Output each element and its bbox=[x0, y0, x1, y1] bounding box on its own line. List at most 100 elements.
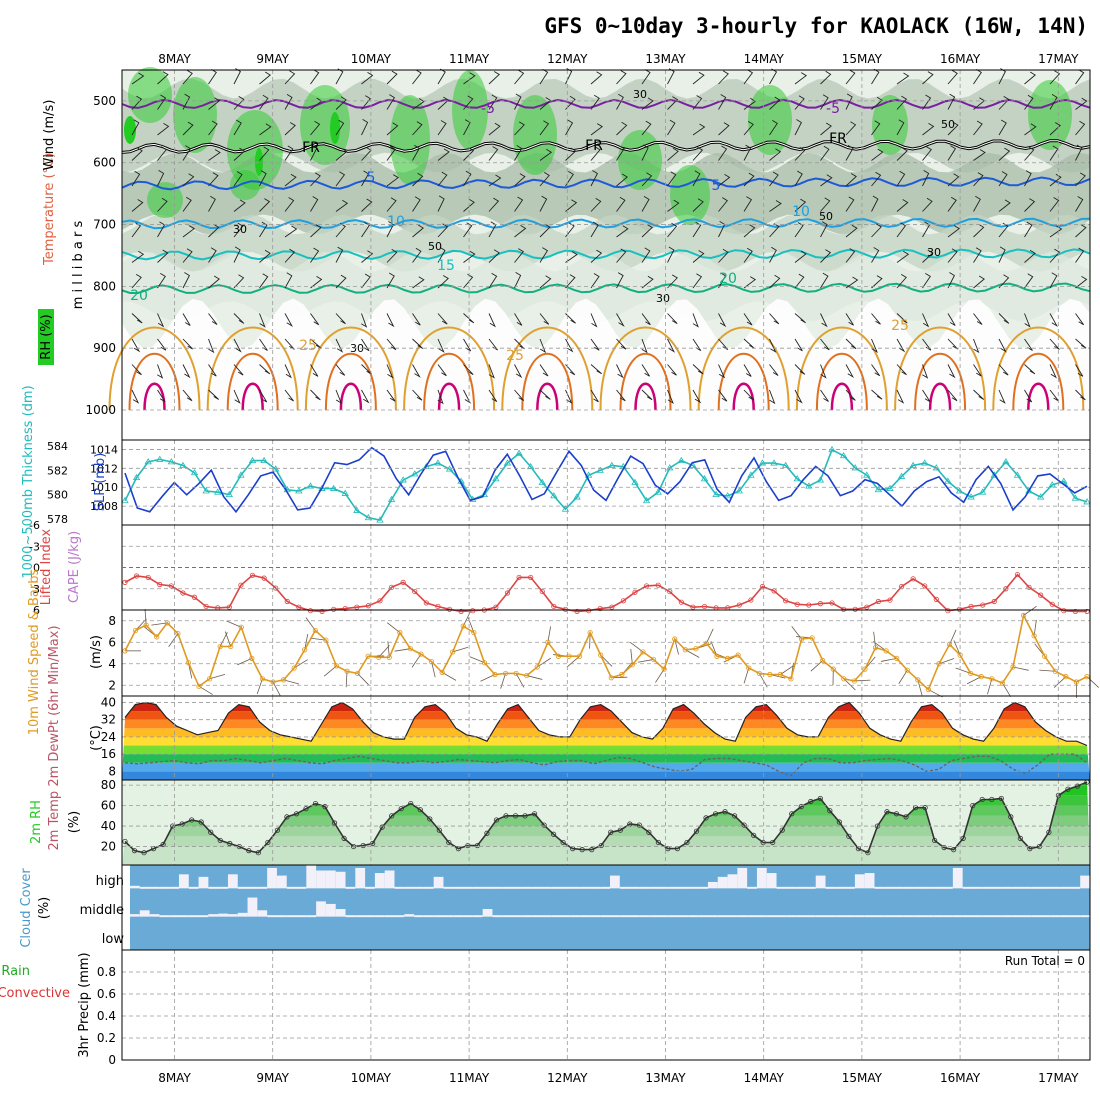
rh-line-point bbox=[284, 814, 290, 820]
wind-barb bbox=[947, 338, 959, 350]
slp-ylabel: SLP (mb) bbox=[93, 453, 108, 512]
cloud-middle-baseline bbox=[629, 915, 640, 918]
cloud-middle-baseline bbox=[159, 915, 170, 918]
rh-line-point bbox=[541, 822, 547, 828]
wind-barb bbox=[947, 121, 959, 136]
wind-speed-line-point bbox=[196, 683, 202, 689]
wind-10m-barb bbox=[637, 659, 654, 663]
wind-barb bbox=[463, 170, 472, 187]
lifted-index-line-point bbox=[910, 576, 916, 582]
temp-color-band bbox=[122, 754, 1090, 763]
wind-barb bbox=[259, 389, 268, 403]
wind-barb bbox=[310, 144, 318, 161]
cloud-high-baseline bbox=[933, 886, 944, 889]
cloud-middle-bar bbox=[139, 910, 150, 917]
contour-label: 20 bbox=[130, 288, 148, 304]
wind-10m-barb bbox=[387, 641, 390, 658]
temperature-contour-25 bbox=[795, 326, 888, 411]
cloud-high-baseline bbox=[1050, 886, 1061, 889]
dewpoint-line bbox=[124, 753, 1088, 777]
wind-10m-barb bbox=[441, 672, 457, 681]
wind-barb bbox=[259, 170, 267, 187]
wind-barb bbox=[947, 196, 957, 212]
cloud-high-bar bbox=[854, 874, 865, 889]
wind-barb bbox=[131, 313, 143, 324]
temp-color-band bbox=[122, 711, 1090, 720]
cloud-middle-baseline bbox=[1021, 915, 1032, 918]
wind-barb bbox=[259, 71, 271, 85]
rh-moist-area bbox=[513, 95, 557, 175]
wind-10m-barb bbox=[1023, 605, 1037, 616]
wind-barb bbox=[463, 119, 471, 136]
temp-tick-label: 32 bbox=[101, 713, 116, 727]
temperature-contour-35 bbox=[928, 382, 952, 411]
wind-barb bbox=[616, 70, 627, 85]
rh-line-point bbox=[389, 813, 395, 819]
wind-barb bbox=[233, 119, 242, 136]
wind-barb bbox=[565, 338, 574, 353]
wind-barb bbox=[182, 70, 193, 85]
li-tick-label: 6 bbox=[33, 604, 40, 617]
wind-barb bbox=[845, 276, 859, 289]
cloud-middle-baseline bbox=[570, 915, 581, 918]
wind-barb bbox=[896, 313, 908, 324]
temperature-contour-25 bbox=[894, 326, 987, 411]
lifted-index-line-point bbox=[261, 575, 267, 581]
wind-barb bbox=[437, 120, 447, 136]
wind-barb bbox=[412, 247, 422, 263]
wind-barb bbox=[488, 94, 498, 110]
date-label-bottom: 9MAY bbox=[256, 1071, 289, 1085]
rh-line-point bbox=[1008, 814, 1014, 820]
wind-10m-barb bbox=[655, 668, 665, 683]
wind-barb bbox=[514, 389, 525, 401]
thickness-line-point bbox=[179, 461, 187, 468]
rh-contour-label: 30 bbox=[233, 223, 247, 236]
cloud-middle-baseline bbox=[678, 915, 689, 918]
wind-barb bbox=[1049, 197, 1060, 212]
wind-barb bbox=[514, 93, 522, 110]
cloud-high-bar bbox=[952, 867, 963, 889]
temperature-contour-35 bbox=[732, 382, 755, 411]
rh-line-point bbox=[579, 847, 585, 853]
lifted-index-line-point bbox=[377, 598, 383, 604]
cloud-high-bar bbox=[316, 870, 326, 889]
wind-barb bbox=[794, 198, 807, 212]
lifted-index-line-point bbox=[597, 605, 603, 612]
wind-10m-barb bbox=[567, 655, 580, 668]
temperature-contour-30 bbox=[324, 353, 377, 411]
cloud-high-baseline bbox=[776, 886, 787, 889]
cloud-high-baseline bbox=[982, 886, 993, 889]
cloud-middle-baseline bbox=[178, 915, 189, 918]
lifted-index-line-point bbox=[319, 608, 325, 615]
lifted-index-line-point bbox=[145, 574, 151, 581]
thickness-ylabel: 1000~500mb Thickness (dm) bbox=[21, 385, 36, 578]
cloud-middle-baseline bbox=[492, 915, 503, 918]
wind-barb bbox=[692, 273, 703, 289]
thickness-line-point bbox=[341, 489, 349, 496]
wind-barb bbox=[922, 249, 934, 263]
wind-10m-barb bbox=[674, 638, 679, 655]
wind-barb bbox=[233, 96, 245, 110]
wind-speed-line-point bbox=[576, 653, 583, 659]
thickness-line-point bbox=[190, 469, 199, 476]
cloud-high-baseline bbox=[286, 886, 297, 889]
cloud-middle-baseline bbox=[845, 915, 855, 918]
wind-barb bbox=[871, 195, 879, 212]
wind-barb bbox=[641, 172, 653, 187]
wind-speed-line-point bbox=[386, 654, 392, 660]
wind-barb bbox=[284, 173, 297, 187]
wind-barb bbox=[284, 70, 296, 85]
temp-color-band bbox=[122, 736, 1090, 746]
wind-10m-barb bbox=[685, 649, 700, 658]
wind-barb bbox=[590, 71, 603, 85]
wind-barb bbox=[488, 122, 501, 136]
rh-line-point bbox=[1074, 783, 1081, 789]
wind-barb bbox=[896, 389, 905, 404]
rh-line-point bbox=[446, 839, 452, 846]
wind-barb bbox=[463, 72, 476, 85]
lifted-index-line-point bbox=[423, 600, 429, 606]
wind-barb bbox=[973, 275, 985, 289]
cloud-tick-label: high bbox=[96, 874, 124, 889]
wind-barb bbox=[1049, 338, 1060, 350]
cloud-high-baseline bbox=[218, 886, 228, 889]
